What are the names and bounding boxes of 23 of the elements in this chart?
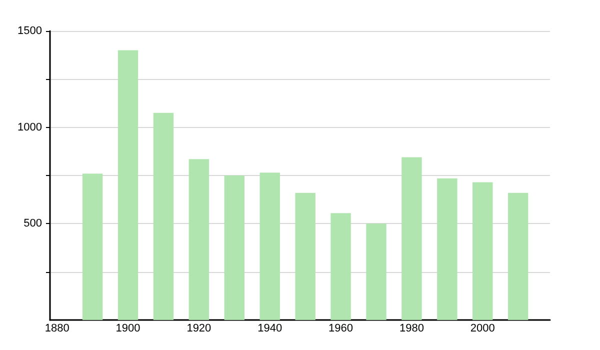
bar bbox=[295, 192, 316, 320]
bar bbox=[472, 182, 493, 320]
x-tick-label: 1940 bbox=[258, 322, 282, 334]
bar bbox=[82, 174, 103, 320]
x-tick-label: 1960 bbox=[328, 322, 354, 334]
bar bbox=[366, 224, 386, 320]
x-tick-label: 1980 bbox=[399, 322, 424, 334]
y-tick-label: 1500 bbox=[18, 25, 42, 37]
y-tick-label: 500 bbox=[24, 218, 42, 230]
y-tick-label: 1000 bbox=[18, 121, 42, 134]
bar bbox=[153, 112, 174, 320]
bar bbox=[224, 176, 245, 320]
bar bbox=[118, 50, 138, 320]
x-tick-label: 2000 bbox=[470, 322, 495, 334]
bar bbox=[508, 192, 528, 320]
x-tick-label: 1920 bbox=[186, 322, 212, 334]
x-tick-label: 1880 bbox=[44, 322, 70, 334]
x-tick-label: 1900 bbox=[116, 322, 140, 334]
bar bbox=[437, 178, 458, 320]
bar bbox=[330, 213, 351, 320]
bar bbox=[402, 157, 422, 320]
bar bbox=[188, 159, 210, 320]
bar bbox=[260, 172, 280, 320]
